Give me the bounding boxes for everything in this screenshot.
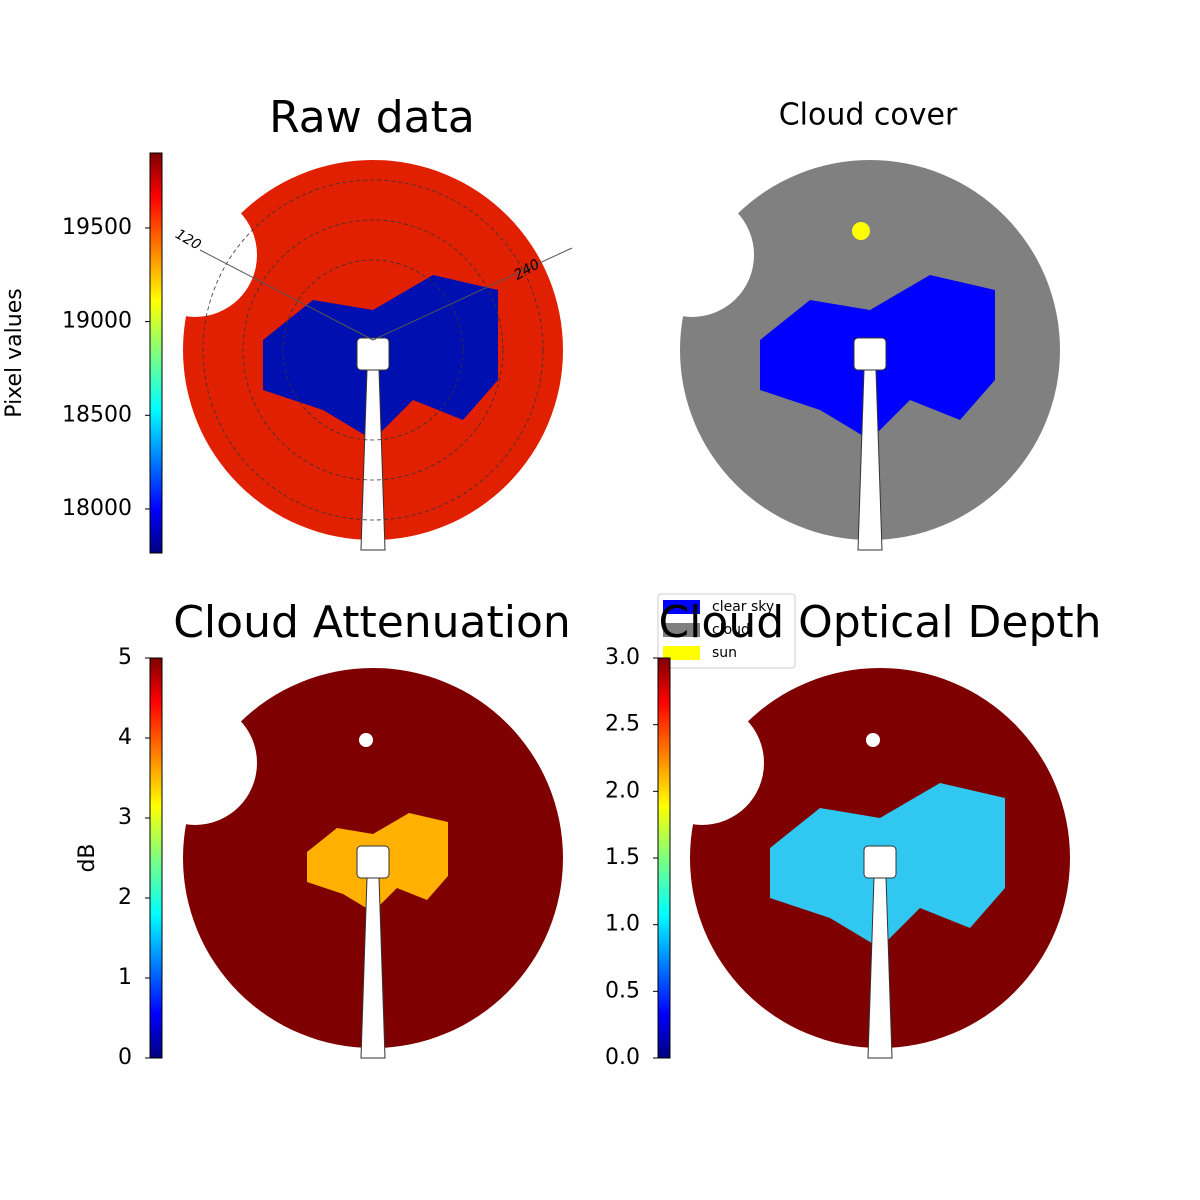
colorbar-tick-label: 18000: [62, 496, 132, 521]
sky-image: [640, 668, 1070, 1059]
camera-arm: [360, 877, 386, 1059]
horizon-cutout: [133, 193, 257, 317]
horizon-cutout: [133, 701, 257, 825]
colorbar: [657, 657, 671, 1059]
camera-mount: [863, 845, 897, 879]
colorbar: [149, 657, 163, 1059]
colorbar-tick-label: 0.5: [605, 978, 640, 1003]
horizon-cutout: [640, 701, 764, 825]
sky-image: [133, 668, 563, 1059]
legend-swatch: [663, 623, 700, 637]
polar-grid: [202, 179, 544, 521]
sun-marker: [852, 222, 870, 240]
colorbar-tick-label: 0: [118, 1045, 132, 1070]
colorbar-label: Pixel values: [2, 288, 27, 417]
sky-image: [133, 160, 563, 551]
horizon-cutout: [630, 193, 754, 317]
sun-mask: [866, 733, 880, 747]
colorbar-tick-label: 2: [118, 885, 132, 910]
camera-arm: [867, 877, 893, 1059]
colorbar-tick-label: 5: [118, 645, 132, 670]
colorbar: [149, 152, 163, 554]
colorbar-tick-label: 1.0: [605, 912, 640, 937]
legend-label: cloud: [712, 622, 750, 638]
colorbar-label: dB: [75, 843, 100, 872]
polar-grid: [242, 219, 504, 481]
sky-image: [630, 160, 1060, 551]
camera-arm: [360, 369, 386, 551]
camera-mount: [356, 337, 390, 371]
panel-title: Cloud Optical Depth: [658, 597, 1101, 648]
camera-arm: [857, 369, 883, 551]
colorbar-tick-label: 19000: [62, 309, 132, 334]
colorbar-tick-label: 3.0: [605, 645, 640, 670]
legend-swatch: [663, 600, 700, 614]
colorbar-tick-label: 1.5: [605, 845, 640, 870]
panel-title: Raw data: [269, 92, 475, 143]
legend-label: clear sky: [712, 599, 774, 615]
camera-mount: [356, 845, 390, 879]
camera-mount: [853, 337, 887, 371]
legend-label: sun: [712, 645, 737, 661]
colorbar-tick-label: 4: [118, 725, 132, 750]
azimuth-line: [199, 249, 374, 341]
legend-swatch: [663, 646, 700, 660]
colorbar-tick-label: 18500: [62, 402, 132, 427]
panel-title: Cloud Attenuation: [173, 597, 571, 648]
azimuth-line: [372, 247, 573, 341]
colorbar-tick-label: 2.0: [605, 778, 640, 803]
polar-grid: [282, 259, 464, 441]
sun-mask: [359, 733, 373, 747]
colorbar-tick-label: 3: [118, 805, 132, 830]
colorbar-tick-label: 2.5: [605, 712, 640, 737]
colorbar-tick-label: 1: [118, 965, 132, 990]
colorbar-tick-label: 19500: [62, 215, 132, 240]
panel-title: Cloud cover: [779, 98, 958, 133]
colorbar-tick-label: 0.0: [605, 1045, 640, 1070]
